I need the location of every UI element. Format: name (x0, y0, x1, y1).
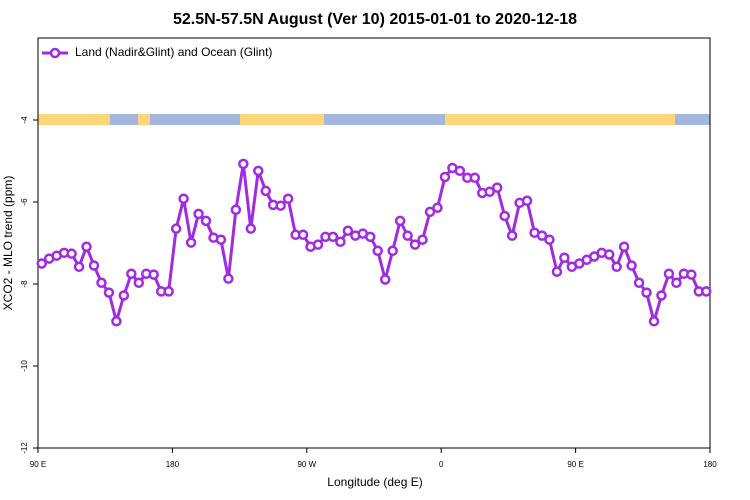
data-point (372, 245, 383, 257)
y-tick-label: -4 (20, 116, 29, 124)
data-point (633, 277, 645, 289)
data-point (66, 248, 77, 259)
data-point (626, 260, 637, 271)
y-tick-label: -10 (20, 360, 29, 372)
data-point (686, 269, 697, 280)
data-point (603, 249, 615, 260)
data-point (103, 287, 115, 298)
data-point (215, 234, 227, 245)
y-tick-label: -8 (20, 280, 29, 288)
data-point (379, 274, 391, 285)
data-point (96, 277, 107, 289)
data-point (126, 268, 137, 279)
data-point (394, 215, 406, 227)
data-point (365, 231, 376, 243)
data-point (335, 236, 346, 248)
data-point (118, 290, 130, 301)
x-tick-label: 90 E (30, 460, 46, 469)
data-point (282, 193, 294, 204)
data-point (342, 225, 354, 236)
data-point (409, 239, 421, 250)
y-axis-label: XCO2 - MLO trend (ppm) (1, 176, 15, 311)
data-point (551, 266, 563, 277)
data-point (230, 204, 242, 216)
x-axis-label: Longitude (deg E) (327, 475, 422, 489)
data-point (671, 277, 682, 289)
data-point (178, 193, 189, 204)
data-point (275, 200, 286, 211)
map-strip (38, 114, 710, 125)
data-point (185, 237, 197, 248)
data-point (544, 234, 555, 245)
data-point (88, 260, 100, 271)
data-point (491, 182, 503, 193)
x-tick-label: 180 (166, 460, 180, 469)
data-point (245, 223, 257, 234)
data-point (618, 241, 630, 252)
data-point (656, 290, 667, 301)
legend-label: Land (Nadir&Glint) and Ocean (Glint) (75, 45, 272, 59)
data-point (439, 171, 451, 183)
data-point (417, 234, 428, 245)
data-point (469, 172, 481, 184)
data-point (506, 230, 518, 241)
data-point (200, 215, 212, 227)
data-point (133, 277, 145, 289)
data-point (238, 158, 249, 170)
y-tick-label: -6 (20, 198, 29, 206)
data-point (253, 165, 264, 177)
data-point (536, 230, 548, 241)
legend-marker (49, 47, 61, 59)
data-point (663, 268, 675, 279)
data-point (327, 231, 339, 243)
data-point (648, 316, 660, 327)
data-point (193, 208, 204, 220)
chart-title: 52.5N-57.5N August (Ver 10) 2015-01-01 t… (173, 11, 577, 28)
data-point (111, 316, 122, 327)
data-point (521, 195, 533, 207)
data-point (432, 202, 443, 213)
x-tick-label: 90 E (567, 460, 583, 469)
data-point (402, 230, 413, 241)
data-point (163, 286, 174, 297)
data-point (81, 241, 92, 252)
data-point (611, 261, 622, 273)
data-point (499, 210, 510, 222)
data-point (223, 273, 234, 284)
data-point (641, 287, 652, 298)
data-point (36, 258, 47, 269)
plot-frame (37, 37, 711, 449)
data-point (297, 229, 309, 241)
data-point (701, 286, 712, 297)
data-point (424, 206, 436, 218)
data-point (73, 261, 85, 273)
data-point (387, 245, 398, 257)
x-tick-label: 0 (439, 460, 444, 469)
x-tick-label: 180 (703, 460, 717, 469)
data-point (312, 239, 324, 250)
y-tick-label: -12 (20, 442, 29, 454)
data-point (170, 223, 182, 234)
data-point (484, 186, 495, 197)
data-point (454, 165, 466, 177)
data-point (260, 185, 271, 197)
data-point (148, 269, 159, 280)
data-point (559, 252, 570, 264)
series-line (40, 162, 707, 323)
x-tick-label: 90 W (297, 460, 316, 469)
